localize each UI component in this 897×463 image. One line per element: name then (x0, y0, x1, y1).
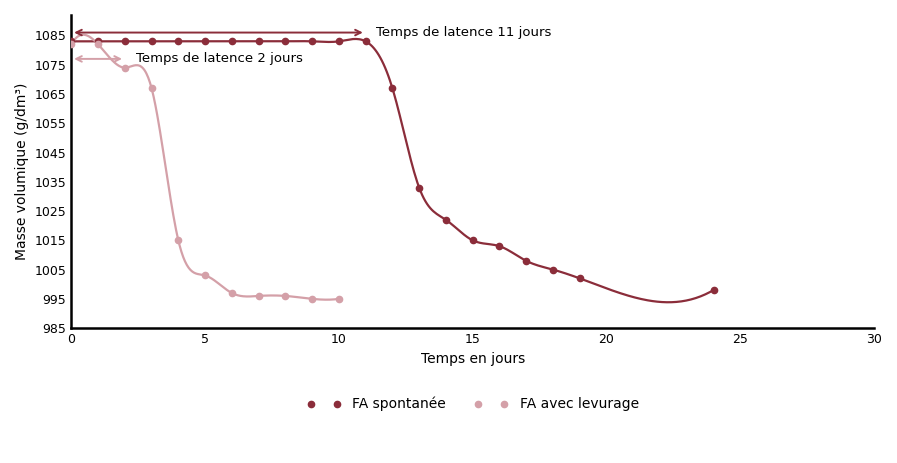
FA spontanée (387, 85, 397, 91)
FA spontanée (226, 38, 237, 44)
FA spontanée (92, 38, 103, 44)
FA spontanée (173, 38, 184, 44)
FA spontanée (65, 38, 76, 44)
FA avec levurage (92, 42, 103, 47)
FA avec levurage (280, 293, 291, 299)
Text: Temps de latence 11 jours: Temps de latence 11 jours (377, 26, 552, 39)
X-axis label: Temps en jours: Temps en jours (421, 351, 525, 366)
FA spontanée (119, 38, 130, 44)
FA spontanée (253, 38, 264, 44)
Legend: FA spontanée, FA avec levurage: FA spontanée, FA avec levurage (301, 391, 644, 417)
FA spontanée (334, 38, 344, 44)
FA avec levurage (253, 293, 264, 299)
FA spontanée (414, 185, 424, 190)
FA avec levurage (200, 273, 211, 278)
FA spontanée (440, 217, 451, 223)
FA avec levurage (226, 290, 237, 296)
FA spontanée (574, 275, 585, 281)
FA avec levurage (334, 296, 344, 301)
FA spontanée (307, 38, 318, 44)
FA avec levurage (146, 85, 157, 91)
FA avec levurage (173, 238, 184, 243)
FA spontanée (280, 38, 291, 44)
FA spontanée (521, 258, 532, 263)
FA avec levurage (307, 296, 318, 301)
Y-axis label: Masse volumique (g/dm³): Masse volumique (g/dm³) (15, 83, 29, 260)
Line: FA avec levurage: FA avec levurage (68, 41, 342, 302)
FA spontanée (200, 38, 211, 44)
FA avec levurage (119, 65, 130, 70)
FA spontanée (708, 288, 718, 293)
Text: Temps de latence 2 jours: Temps de latence 2 jours (135, 52, 302, 65)
FA spontanée (361, 38, 371, 44)
Line: FA spontanée: FA spontanée (68, 38, 717, 293)
FA spontanée (494, 244, 505, 249)
FA spontanée (146, 38, 157, 44)
FA spontanée (467, 238, 478, 243)
FA avec levurage (65, 42, 76, 47)
FA spontanée (547, 267, 558, 272)
